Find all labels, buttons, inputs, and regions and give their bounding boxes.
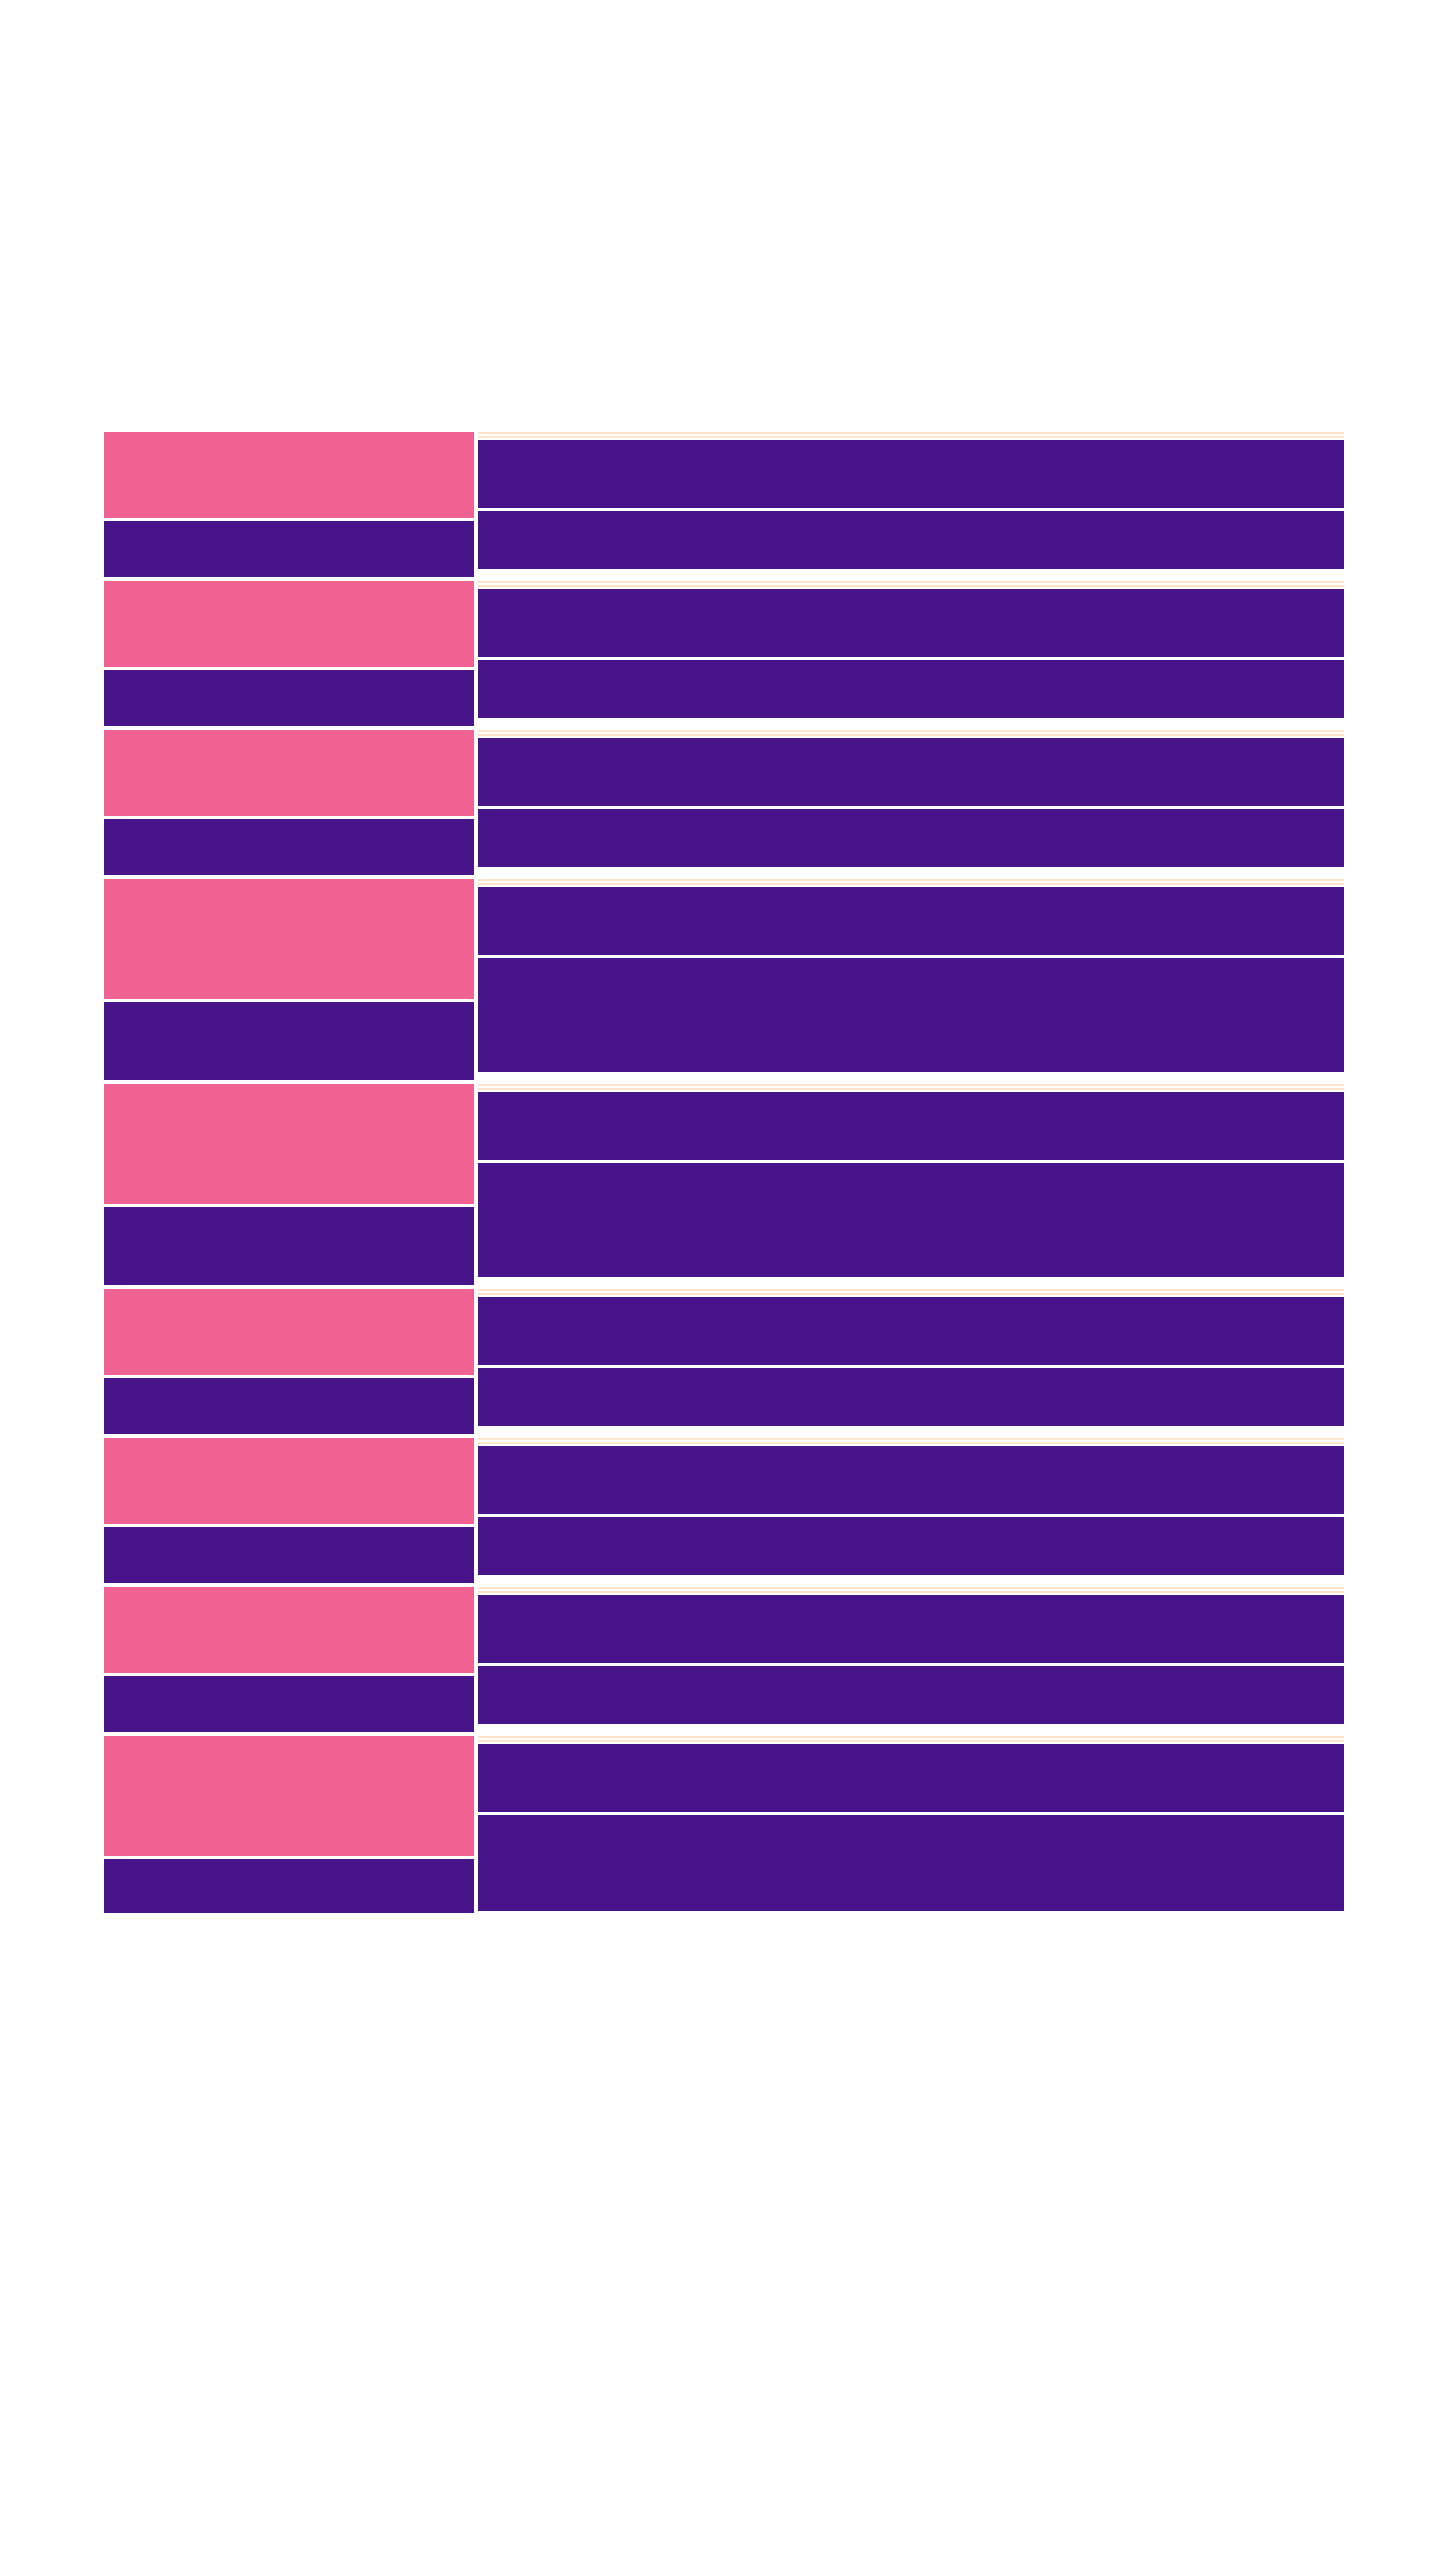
stripe-divider	[478, 1289, 1344, 1297]
row-right-column	[478, 1587, 1344, 1732]
right-purple-block-top	[478, 887, 1344, 955]
pink-block	[104, 1289, 474, 1375]
stripe-divider	[478, 879, 1344, 887]
grid-row	[104, 879, 1344, 1080]
stripe-divider	[478, 432, 1344, 440]
row-right-column	[478, 1084, 1344, 1285]
right-purple-block-top	[478, 1744, 1344, 1812]
stripe-divider	[478, 1587, 1344, 1595]
pink-block	[104, 1438, 474, 1524]
grid-row	[104, 730, 1344, 875]
row-right-column	[478, 879, 1344, 1080]
right-purple-block-bottom	[478, 1368, 1344, 1426]
stripe-divider	[478, 1438, 1344, 1446]
row-left-column	[104, 1736, 474, 1913]
left-purple-block	[104, 521, 474, 577]
right-purple-block-bottom	[478, 1815, 1344, 1911]
pink-block	[104, 1587, 474, 1673]
left-purple-block	[104, 670, 474, 726]
grid-row	[104, 432, 1344, 577]
grid-row	[104, 1289, 1344, 1434]
left-purple-block	[104, 1527, 474, 1583]
row-left-column	[104, 1438, 474, 1583]
right-purple-block-bottom	[478, 1517, 1344, 1575]
grid-row	[104, 1438, 1344, 1583]
grid-row	[104, 1084, 1344, 1285]
right-purple-block-top	[478, 589, 1344, 657]
stripe-divider	[478, 1736, 1344, 1744]
row-left-column	[104, 1587, 474, 1732]
row-left-column	[104, 432, 474, 577]
right-purple-block-bottom	[478, 1163, 1344, 1277]
grid-row	[104, 1587, 1344, 1732]
row-right-column	[478, 1289, 1344, 1434]
pink-block	[104, 1084, 474, 1204]
row-left-column	[104, 581, 474, 726]
left-purple-block	[104, 1676, 474, 1732]
right-purple-block-bottom	[478, 1666, 1344, 1724]
pink-block	[104, 879, 474, 999]
block-grid	[104, 432, 1344, 1913]
right-purple-block-top	[478, 1595, 1344, 1663]
grid-row	[104, 581, 1344, 726]
left-purple-block	[104, 1002, 474, 1080]
row-left-column	[104, 1289, 474, 1434]
row-left-column	[104, 730, 474, 875]
row-left-column	[104, 1084, 474, 1285]
row-right-column	[478, 1438, 1344, 1583]
right-purple-block-top	[478, 738, 1344, 806]
row-right-column	[478, 432, 1344, 577]
left-purple-block	[104, 1859, 474, 1913]
row-right-column	[478, 730, 1344, 875]
right-purple-block-bottom	[478, 511, 1344, 569]
pink-block	[104, 1736, 474, 1856]
row-left-column	[104, 879, 474, 1080]
row-right-column	[478, 581, 1344, 726]
left-purple-block	[104, 819, 474, 875]
left-purple-block	[104, 1207, 474, 1285]
right-purple-block-top	[478, 1092, 1344, 1160]
right-purple-block-top	[478, 440, 1344, 508]
pink-block	[104, 730, 474, 816]
stripe-divider	[478, 730, 1344, 738]
pink-block	[104, 581, 474, 667]
left-purple-block	[104, 1378, 474, 1434]
stripe-divider	[478, 1084, 1344, 1092]
right-purple-block-bottom	[478, 958, 1344, 1072]
right-purple-block-top	[478, 1297, 1344, 1365]
right-purple-block-bottom	[478, 809, 1344, 867]
right-purple-block-bottom	[478, 660, 1344, 718]
stripe-divider	[478, 581, 1344, 589]
row-right-column	[478, 1736, 1344, 1913]
right-purple-block-top	[478, 1446, 1344, 1514]
grid-row	[104, 1736, 1344, 1913]
pink-block	[104, 432, 474, 518]
